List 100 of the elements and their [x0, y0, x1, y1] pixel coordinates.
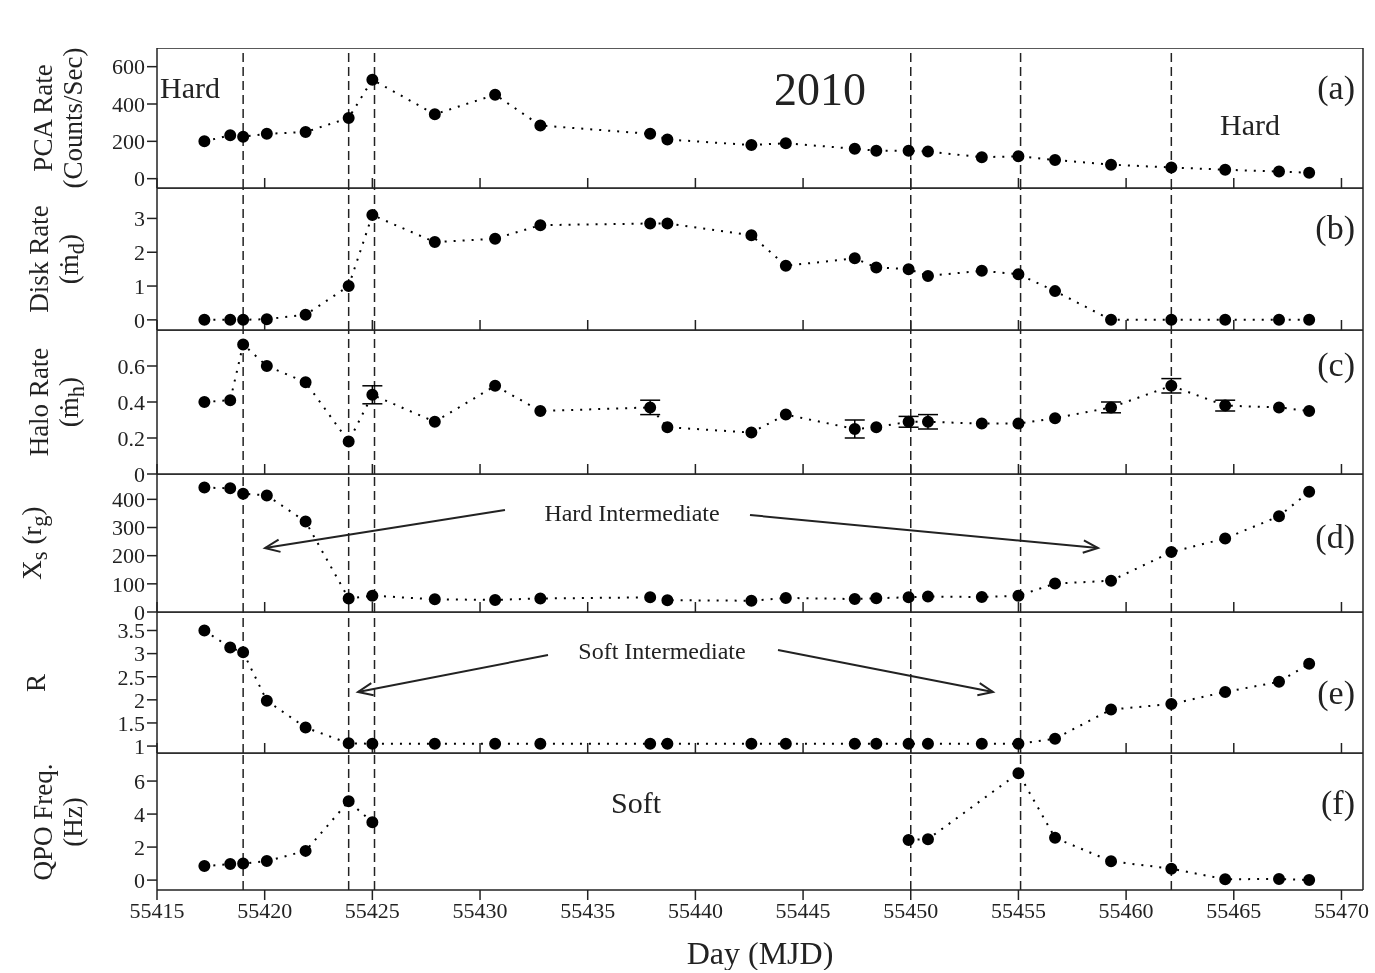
point — [534, 592, 547, 605]
point — [489, 593, 502, 606]
point — [902, 263, 915, 276]
point — [366, 816, 379, 829]
point — [260, 127, 273, 140]
point — [299, 721, 312, 734]
point — [342, 280, 355, 293]
y-tick-label: 100 — [112, 571, 145, 597]
point — [1012, 150, 1025, 163]
x-tick-label: 55415 — [129, 897, 185, 923]
point — [921, 145, 934, 158]
point — [237, 338, 250, 351]
point — [848, 593, 861, 606]
point — [1165, 379, 1178, 392]
point — [1303, 485, 1316, 498]
point — [902, 415, 915, 428]
point — [366, 73, 379, 86]
x-tick-label: 55420 — [237, 897, 293, 923]
annotation: Soft Intermediate — [578, 638, 746, 664]
point — [1219, 532, 1232, 545]
point — [1049, 831, 1062, 844]
point — [779, 737, 792, 750]
y-tick-label: 200 — [112, 543, 145, 569]
y-tick-label: 0 — [134, 599, 145, 625]
point — [534, 219, 547, 232]
x-tick-label: 55445 — [775, 897, 831, 923]
point — [428, 236, 441, 249]
point — [870, 144, 883, 157]
x-tick-label: 55455 — [990, 897, 1046, 923]
point — [1105, 574, 1118, 587]
point — [779, 137, 792, 150]
point — [1049, 154, 1062, 166]
point — [1273, 872, 1286, 885]
point — [921, 415, 934, 428]
annotation: Hard — [1220, 108, 1280, 141]
point — [975, 264, 988, 277]
point — [779, 408, 792, 421]
x-tick-label: 55450 — [883, 897, 939, 923]
point — [342, 435, 355, 448]
point — [1012, 417, 1025, 430]
point — [198, 481, 211, 494]
annotation: (e) — [1317, 674, 1355, 711]
point — [366, 209, 379, 222]
point — [260, 694, 273, 707]
x-tick-label: 55465 — [1206, 897, 1262, 923]
point — [745, 139, 758, 152]
point — [366, 589, 379, 602]
point — [224, 858, 237, 871]
point — [1219, 163, 1232, 176]
y-tick-label: 2 — [134, 687, 145, 713]
point — [779, 591, 792, 604]
point — [975, 417, 988, 430]
point — [1012, 737, 1025, 750]
point — [428, 737, 441, 750]
point — [198, 396, 211, 408]
point — [1219, 873, 1232, 886]
point — [342, 112, 355, 124]
point — [299, 844, 312, 857]
point — [921, 590, 934, 603]
point — [1165, 862, 1178, 875]
point — [848, 423, 861, 435]
point — [644, 127, 657, 140]
annotation: 2010 — [774, 64, 866, 115]
annotation: Hard — [160, 71, 220, 104]
point — [661, 133, 674, 146]
point — [1049, 732, 1062, 745]
point — [489, 88, 502, 101]
point — [661, 737, 674, 750]
point — [299, 376, 312, 389]
annotation: Soft — [610, 786, 662, 819]
point — [198, 313, 211, 326]
y-tick-label: 2 — [134, 834, 145, 860]
point — [224, 641, 237, 654]
point — [1273, 313, 1286, 326]
point — [260, 489, 273, 502]
point — [1303, 166, 1316, 179]
point — [299, 515, 312, 528]
y-tick-label: 1 — [134, 273, 145, 299]
point — [534, 737, 547, 750]
y-tick-label: 0.6 — [117, 353, 145, 379]
point — [644, 737, 657, 750]
point — [237, 130, 250, 143]
point — [237, 313, 250, 326]
point — [224, 394, 237, 407]
point — [198, 624, 211, 637]
point — [198, 860, 211, 873]
y-tick-label: 600 — [112, 54, 145, 80]
point — [1105, 401, 1118, 414]
point — [1165, 161, 1178, 174]
y-tick-label: 2 — [134, 240, 145, 266]
point — [848, 737, 861, 750]
point — [1012, 268, 1025, 281]
x-tick-label: 55440 — [667, 897, 723, 923]
y-axis-title: PCA Rate (Counts/Sec) — [28, 47, 88, 189]
point — [342, 795, 355, 808]
point — [366, 388, 379, 401]
x-tick-label: 55470 — [1313, 897, 1369, 923]
point — [1219, 399, 1232, 412]
y-tick-label: 300 — [112, 515, 145, 541]
point — [428, 108, 441, 121]
